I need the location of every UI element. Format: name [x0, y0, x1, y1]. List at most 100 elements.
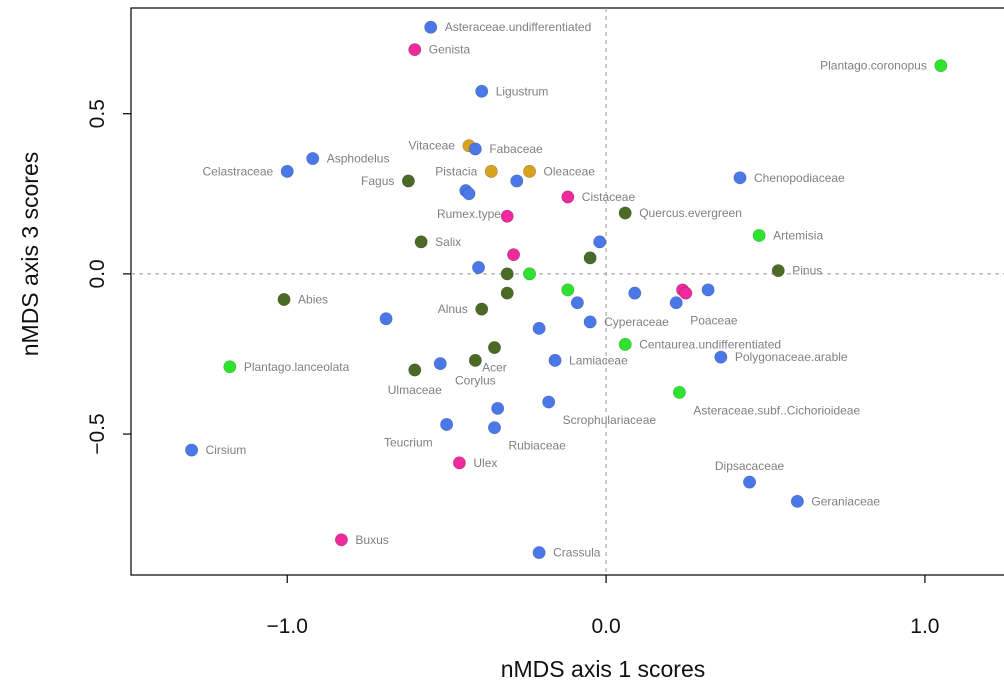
data-point	[433, 357, 447, 371]
point-label: Alnus	[438, 302, 468, 316]
point-label: Abies	[298, 293, 328, 307]
data-point	[771, 264, 785, 278]
data-point	[628, 286, 642, 300]
point-label: Acer	[482, 361, 507, 375]
data-point	[570, 296, 584, 310]
point-label: Polygonaceae.arable	[735, 350, 848, 364]
point-label: Chenopodiaceae	[754, 171, 845, 185]
point-label: Cistaceae	[582, 190, 636, 204]
x-tick-label: −1.0	[266, 615, 307, 638]
data-point	[500, 267, 514, 281]
y-tick-label: 0.5	[86, 99, 109, 128]
point-label: Quercus.evergreen	[639, 206, 742, 220]
point-label: Dipsacaceae	[715, 459, 785, 473]
data-point	[669, 296, 683, 310]
data-point	[548, 353, 562, 367]
point-label: Ulex	[473, 456, 497, 470]
point-label: Plantago.lanceolata	[244, 360, 350, 374]
data-point	[532, 546, 546, 560]
x-tick-label: 1.0	[910, 615, 939, 638]
data-point	[583, 315, 597, 329]
data-point	[468, 353, 482, 367]
x-axis-title: nMDS axis 1 scores	[501, 656, 706, 682]
data-point	[743, 475, 757, 489]
data-point	[561, 283, 575, 297]
data-point	[714, 350, 728, 364]
data-point	[468, 142, 482, 156]
point-label: Asteraceae.subf..Cichorioideae	[693, 403, 860, 417]
data-point	[472, 260, 486, 274]
y-tick-label: 0.0	[86, 259, 109, 288]
data-point	[733, 171, 747, 185]
data-point	[500, 286, 514, 300]
point-label: Asteraceae.undifferentiated	[445, 20, 592, 34]
point-label: Pinus	[792, 264, 822, 278]
data-point	[401, 174, 415, 188]
data-point	[408, 363, 422, 377]
data-point	[414, 235, 428, 249]
plot-frame	[130, 7, 1004, 576]
point-label: Pistacia	[435, 164, 477, 178]
data-point	[532, 321, 546, 335]
x-tick-label: 0.0	[591, 615, 620, 638]
data-point	[484, 164, 498, 178]
data-point	[510, 174, 524, 188]
data-point	[507, 248, 521, 262]
data-point	[752, 228, 766, 242]
data-point	[618, 337, 632, 351]
data-points	[185, 20, 948, 560]
data-point	[679, 286, 693, 300]
point-label: Cirsium	[206, 443, 247, 457]
data-point	[306, 152, 320, 166]
data-point	[618, 206, 632, 220]
point-label: Artemisia	[773, 228, 823, 242]
data-point	[475, 302, 489, 316]
point-label: Salix	[435, 235, 461, 249]
data-point	[280, 164, 294, 178]
point-labels: Asteraceae.undifferentiated Genista Planta…	[203, 20, 927, 559]
data-point	[542, 395, 556, 409]
point-label: Crassula	[553, 546, 601, 560]
data-point	[424, 20, 438, 34]
data-point	[487, 341, 501, 355]
data-point	[462, 187, 476, 201]
data-point	[583, 251, 597, 265]
axes: −1.0 0.0 1.0 −0.5 0.0 0.5	[86, 99, 940, 638]
data-point	[185, 443, 199, 457]
data-point	[500, 209, 514, 223]
point-label: Ligustrum	[496, 84, 549, 98]
data-point	[475, 84, 489, 98]
data-point	[672, 385, 686, 399]
point-label: Oleaceae	[544, 164, 596, 178]
point-label: Geraniaceae	[811, 494, 880, 508]
y-tick-label: −0.5	[86, 413, 109, 454]
data-point	[487, 421, 501, 435]
point-label: Lamiaceae	[569, 353, 628, 367]
point-label: Rumex.type	[437, 207, 501, 221]
data-point	[379, 312, 393, 326]
point-label: Teucrium	[384, 435, 433, 449]
data-point	[452, 456, 466, 470]
data-point	[440, 417, 454, 431]
data-point	[277, 293, 291, 307]
data-point	[790, 494, 804, 508]
point-label: Genista	[429, 43, 471, 57]
point-label: Fabaceae	[489, 142, 543, 156]
data-point	[334, 533, 348, 547]
point-label: Asphodelus	[327, 152, 390, 166]
point-label: Vitaceae	[408, 139, 455, 153]
point-label: Plantago.coronopus	[820, 59, 927, 73]
point-label: Poaceae	[690, 314, 738, 328]
data-point	[593, 235, 607, 249]
point-label: Buxus	[355, 533, 388, 547]
data-point	[491, 401, 505, 415]
point-label: Celastraceae	[203, 164, 274, 178]
point-label: Centaurea.undifferentiated	[639, 337, 781, 351]
point-label: Corylus	[455, 373, 496, 387]
point-label: Cyperaceae	[604, 315, 669, 329]
data-point	[523, 164, 537, 178]
point-label: Scrophulariaceae	[563, 413, 657, 427]
point-label: Fagus	[361, 174, 394, 188]
point-label: Ulmaceae	[388, 383, 442, 397]
